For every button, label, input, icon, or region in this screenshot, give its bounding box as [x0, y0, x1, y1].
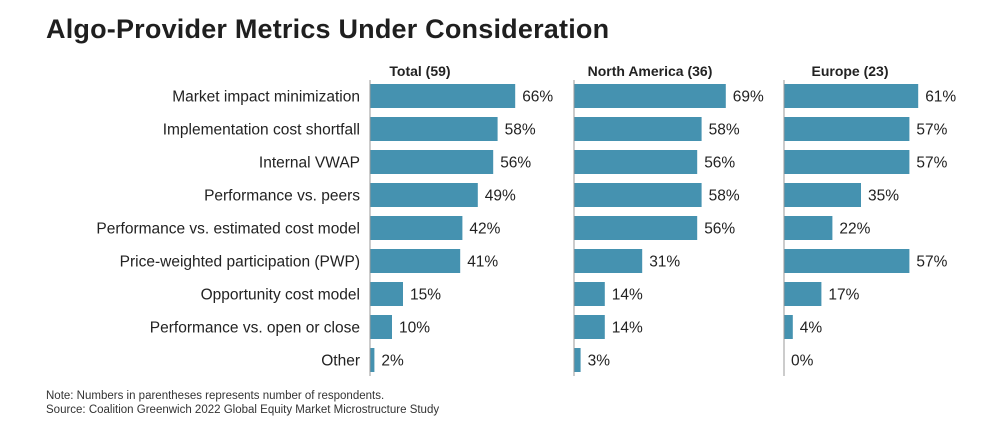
category-label: Opportunity cost model: [201, 287, 360, 304]
bar: [370, 117, 498, 141]
bar: [370, 348, 375, 372]
bar: [784, 117, 910, 141]
data-label: 58%: [709, 122, 740, 139]
bar: [574, 348, 581, 372]
note-text: Note: Numbers in parentheses represents …: [46, 390, 385, 402]
category-label: Other: [321, 353, 360, 370]
data-label: 69%: [733, 89, 764, 106]
data-label: 49%: [485, 188, 516, 205]
category-label: Internal VWAP: [259, 155, 360, 172]
category-label: Performance vs. estimated cost model: [96, 221, 360, 238]
panel-header: Europe (23): [811, 63, 888, 79]
data-label: 2%: [381, 353, 404, 370]
panel-header: North America (36): [588, 63, 713, 79]
bar: [574, 249, 643, 273]
data-label: 66%: [522, 89, 553, 106]
bar: [574, 315, 605, 339]
bar: [370, 315, 392, 339]
data-label: 42%: [469, 221, 500, 238]
data-label: 56%: [500, 155, 531, 172]
bar: [370, 150, 494, 174]
data-label: 14%: [612, 320, 643, 337]
data-label: 31%: [649, 254, 680, 271]
category-label: Market impact minimization: [172, 89, 360, 106]
bar: [574, 84, 726, 108]
data-label: 15%: [410, 287, 441, 304]
bar: [574, 150, 698, 174]
data-label: 14%: [612, 287, 643, 304]
data-label: 35%: [868, 188, 899, 205]
bar: [574, 117, 702, 141]
chart-title: Algo-Provider Metrics Under Consideratio…: [46, 14, 610, 44]
data-label: 58%: [709, 188, 740, 205]
data-label: 3%: [588, 353, 611, 370]
category-label: Implementation cost shortfall: [163, 122, 360, 139]
category-label: Performance vs. open or close: [150, 320, 360, 337]
category-label: Performance vs. peers: [204, 188, 360, 205]
bar: [370, 282, 403, 306]
bar-chart: Total (59) North America (36) Europe (23) M…: [96, 63, 956, 376]
bar: [784, 282, 822, 306]
data-label: 17%: [828, 287, 859, 304]
bar: [370, 183, 478, 207]
source-text: Source: Coalition Greenwich 2022 Global …: [46, 404, 440, 416]
bar: [784, 150, 910, 174]
chart-notes: Note: Numbers in parentheses represents …: [46, 389, 439, 417]
data-label: 56%: [704, 221, 735, 238]
data-label: 57%: [916, 122, 947, 139]
data-label: 61%: [925, 89, 956, 106]
data-label: 4%: [800, 320, 823, 337]
data-label: 57%: [916, 155, 947, 172]
data-label: 0%: [791, 353, 814, 370]
data-label: 56%: [704, 155, 735, 172]
bar: [370, 84, 516, 108]
bar: [784, 216, 833, 240]
data-label: 10%: [399, 320, 430, 337]
bar: [574, 216, 698, 240]
bar: [574, 183, 702, 207]
bar: [370, 216, 463, 240]
bar: [784, 84, 919, 108]
data-label: 57%: [916, 254, 947, 271]
data-label: 22%: [839, 221, 870, 238]
bar: [784, 183, 861, 207]
data-label: 58%: [505, 122, 536, 139]
data-label: 41%: [467, 254, 498, 271]
category-label: Price-weighted participation (PWP): [120, 254, 360, 271]
bar: [574, 282, 605, 306]
bar: [370, 249, 461, 273]
panel-header: Total (59): [389, 63, 450, 79]
bar: [784, 249, 910, 273]
bar: [784, 315, 793, 339]
